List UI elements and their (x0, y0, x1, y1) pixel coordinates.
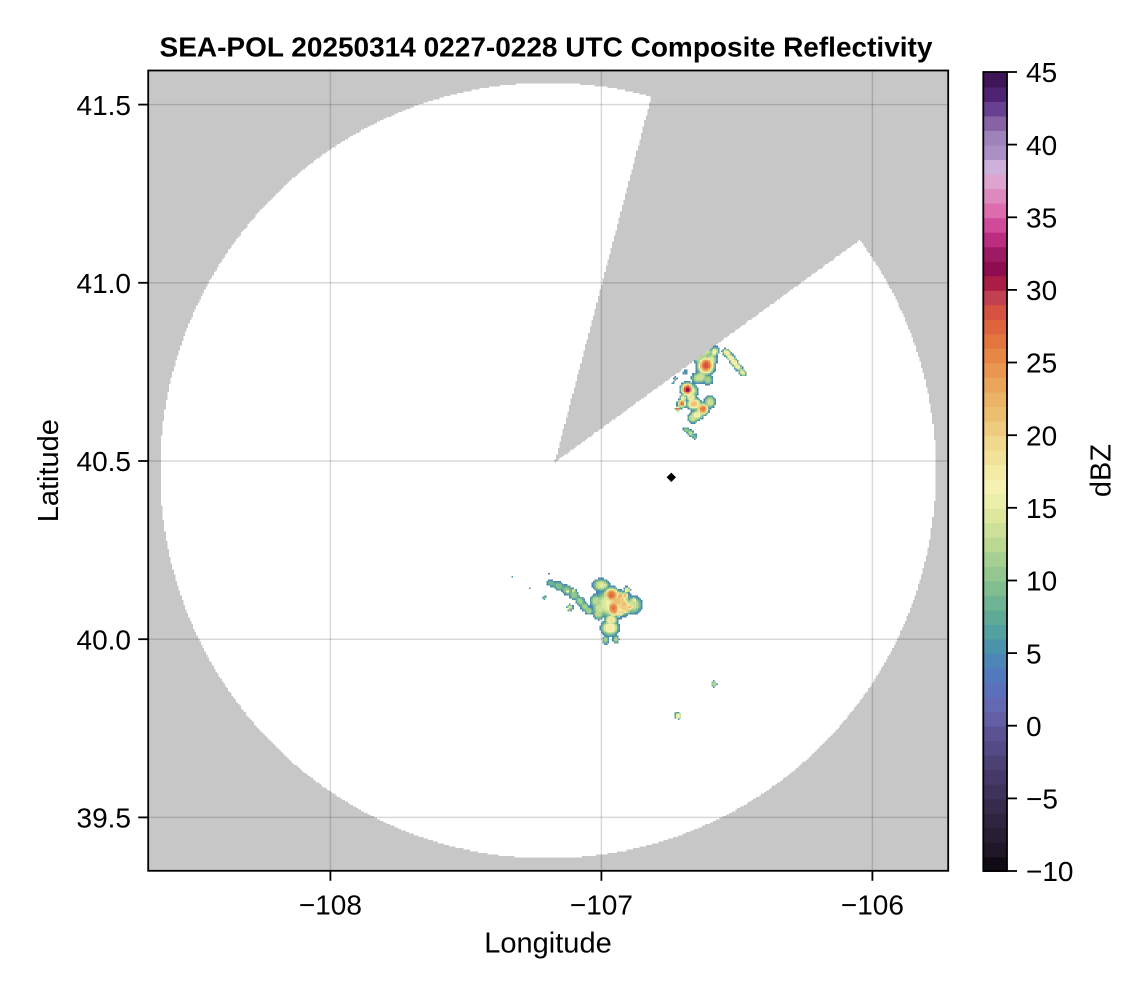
svg-text:Longitude: Longitude (484, 928, 611, 960)
svg-text:35: 35 (1026, 203, 1057, 234)
svg-text:25: 25 (1026, 348, 1057, 379)
svg-text:SEA-POL 20250314 0227-0228 UTC: SEA-POL 20250314 0227-0228 UTC Composite… (160, 32, 933, 63)
svg-text:−107: −107 (570, 889, 633, 920)
svg-text:40.5: 40.5 (77, 446, 132, 477)
svg-text:−5: −5 (1026, 784, 1058, 815)
svg-text:−106: −106 (841, 889, 904, 920)
svg-text:45: 45 (1026, 57, 1057, 88)
svg-text:41.0: 41.0 (77, 268, 132, 299)
svg-text:Latitude: Latitude (33, 419, 65, 522)
svg-text:40: 40 (1026, 130, 1057, 161)
svg-text:15: 15 (1026, 493, 1057, 524)
svg-text:39.5: 39.5 (77, 803, 132, 834)
svg-text:40.0: 40.0 (77, 624, 132, 655)
svg-text:0: 0 (1026, 711, 1042, 742)
svg-text:dBZ: dBZ (1086, 444, 1118, 497)
svg-text:5: 5 (1026, 638, 1042, 669)
svg-text:41.5: 41.5 (77, 90, 132, 121)
svg-text:30: 30 (1026, 275, 1057, 306)
svg-text:10: 10 (1026, 566, 1057, 597)
svg-text:−10: −10 (1026, 856, 1074, 887)
svg-text:20: 20 (1026, 420, 1057, 451)
svg-text:−108: −108 (299, 889, 362, 920)
